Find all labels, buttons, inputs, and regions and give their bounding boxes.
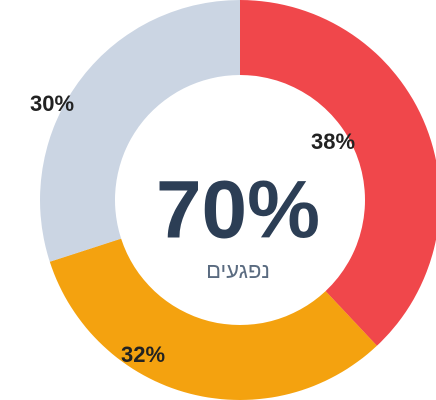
donut-segment (39, 0, 240, 262)
center-sublabel: נפגעים (206, 258, 270, 283)
center-label: 70% (156, 165, 320, 256)
value-label: 30% (30, 91, 74, 116)
value-label: 38% (311, 129, 355, 154)
donut-segment (49, 238, 377, 400)
value-label: 32% (121, 342, 165, 367)
donut-segment (240, 0, 436, 346)
